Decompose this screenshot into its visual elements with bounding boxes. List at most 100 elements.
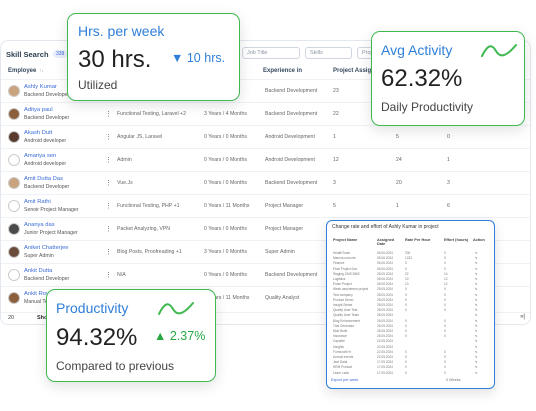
dialog-effort[interactable]: 0	[444, 355, 446, 359]
edit-pencil-icon[interactable]: ✎	[475, 365, 478, 370]
dialog-rate[interactable]: 0	[405, 261, 407, 266]
last-page-button[interactable]: »|	[520, 314, 525, 320]
table-row[interactable]: Ankit Dutta Backend Developer ⋮ N/A 0 Years …	[1, 263, 530, 286]
dialog-rate[interactable]: 0	[405, 370, 407, 375]
edit-pencil-icon[interactable]: ✎	[475, 261, 478, 266]
dialog-footer-left[interactable]: Export per week	[331, 378, 359, 382]
dialog-rate[interactable]: 0	[405, 329, 407, 333]
dialog-rate[interactable]: 0	[405, 287, 407, 292]
dialog-rate[interactable]: 22	[405, 271, 409, 276]
employee-name[interactable]: Amit Dutta Das	[24, 176, 63, 182]
dialog-effort[interactable]: 0	[444, 256, 446, 261]
col-project-assign[interactable]: Project Assign	[333, 68, 375, 74]
more-options-icon[interactable]: ⋮	[105, 134, 112, 141]
employee-name[interactable]: Amit Rathi	[24, 199, 51, 205]
more-options-icon[interactable]: ⋮	[105, 226, 112, 233]
edit-pencil-icon[interactable]: ✎	[475, 308, 478, 313]
table-row[interactable]: Aditya paul Backend Developer ⋮ Functional …	[1, 102, 530, 125]
edit-pencil-icon[interactable]: ✎	[475, 271, 478, 276]
dialog-effort[interactable]: 12	[444, 282, 448, 287]
dialog-rate[interactable]: 0	[405, 303, 407, 307]
dialog-effort[interactable]: 12	[444, 277, 448, 281]
dialog-rate[interactable]: 0	[405, 349, 407, 354]
edit-pencil-icon[interactable]: ✎	[475, 292, 478, 297]
dialog-effort[interactable]: 0	[444, 261, 446, 266]
table-row[interactable]: Aniket Chatterjee Super Admin ⋮ Blog Posts,…	[1, 240, 530, 263]
edit-pencil-icon[interactable]: ✎	[475, 303, 478, 307]
dialog-effort[interactable]: 0	[444, 360, 446, 365]
edit-pencil-icon[interactable]: ✎	[475, 360, 478, 365]
dialog-rate[interactable]: 0	[405, 297, 407, 302]
dialog-effort[interactable]: 0	[444, 329, 446, 333]
employee-name[interactable]: Akash Dutt	[24, 130, 53, 136]
more-options-icon[interactable]: ⋮	[105, 157, 112, 164]
edit-pencil-icon[interactable]: ✎	[475, 251, 478, 255]
job-title-filter[interactable]: Job Title	[242, 47, 300, 59]
more-options-icon[interactable]: ⋮	[105, 249, 112, 256]
dialog-effort[interactable]: 0	[444, 349, 446, 354]
edit-pencil-icon[interactable]: ✎	[475, 277, 478, 281]
employee-name[interactable]: Aniket Chatterjee	[24, 245, 69, 251]
edit-pencil-icon[interactable]: ✎	[475, 370, 478, 375]
dialog-rate[interactable]: 0	[405, 308, 407, 313]
edit-pencil-icon[interactable]: ✎	[475, 256, 478, 261]
table-row[interactable]: Akash Dutt Android developer ⋮ Angular JS, …	[1, 125, 530, 148]
dialog-effort[interactable]: 0	[444, 251, 446, 255]
dialog-rate[interactable]: 10	[405, 277, 409, 281]
dialog-rate[interactable]: 0	[405, 318, 407, 323]
more-options-icon[interactable]: ⋮	[105, 180, 112, 187]
col-experience[interactable]: Experience in	[263, 68, 303, 74]
dialog-rate[interactable]: 10	[405, 282, 409, 287]
dialog-effort[interactable]: 0	[444, 287, 446, 292]
edit-pencil-icon[interactable]: ✎	[475, 282, 478, 287]
dialog-rate[interactable]: 0	[405, 360, 407, 365]
table-row[interactable]: Ananya das Junior Project Manager ⋮ Packet …	[1, 217, 530, 240]
dialog-effort[interactable]: 0	[444, 365, 446, 370]
dialog-effort[interactable]: 0	[444, 266, 446, 271]
dialog-rate[interactable]: 1222	[405, 256, 413, 261]
edit-pencil-icon[interactable]: ✎	[475, 349, 478, 354]
dialog-effort[interactable]: 0	[444, 308, 446, 313]
skills-filter[interactable]: Skills	[305, 47, 352, 59]
employee-name[interactable]: Ashly Kumar	[24, 84, 57, 90]
edit-pencil-icon[interactable]: ✎	[475, 355, 478, 359]
dialog-effort[interactable]: 0	[444, 297, 446, 302]
col-employee[interactable]: Employee	[8, 68, 37, 74]
table-row[interactable]: Amit Dutta Das Backend Developer ⋮ Vue.Js 0 …	[1, 171, 530, 194]
employee-name[interactable]: Amariya sen	[24, 153, 57, 159]
dialog-rate[interactable]: 0	[405, 292, 407, 297]
dialog-effort[interactable]: 0	[444, 292, 446, 297]
table-row[interactable]: Amit Rathi Senoir Project Manager ⋮ Functio…	[1, 194, 530, 217]
employee-name[interactable]: Ankit Dutta	[24, 268, 53, 274]
edit-pencil-icon[interactable]: ✎	[475, 329, 478, 333]
table-row[interactable]: Amariya sen Android developer ⋮ Admin 0 Year…	[1, 148, 530, 171]
employee-name[interactable]: Ankit Roy	[24, 291, 49, 297]
edit-pencil-icon[interactable]: ✎	[475, 313, 478, 318]
edit-pencil-icon[interactable]: ✎	[475, 339, 478, 344]
edit-pencil-icon[interactable]: ✎	[475, 318, 478, 323]
edit-pencil-icon[interactable]: ✎	[475, 297, 478, 302]
dialog-rate[interactable]: 0	[405, 334, 407, 339]
more-options-icon[interactable]: ⋮	[105, 111, 112, 118]
edit-pencil-icon[interactable]: ✎	[475, 323, 478, 328]
edit-pencil-icon[interactable]: ✎	[475, 344, 478, 349]
dialog-rate[interactable]: 0	[405, 355, 407, 359]
dialog-effort[interactable]: 0	[444, 370, 446, 375]
employee-name[interactable]: Aditya paul	[24, 107, 53, 113]
dialog-rate[interactable]: 200	[405, 251, 411, 255]
dialog-rate[interactable]: 0	[405, 266, 407, 271]
more-options-icon[interactable]: ⋮	[105, 272, 112, 279]
more-options-icon[interactable]: ⋮	[105, 203, 112, 210]
edit-pencil-icon[interactable]: ✎	[475, 287, 478, 292]
dialog-effort[interactable]: 0	[444, 303, 446, 307]
sort-icon[interactable]: ↑↓	[39, 68, 44, 74]
page-size-select[interactable]: 20	[8, 315, 15, 321]
edit-pencil-icon[interactable]: ✎	[475, 266, 478, 271]
dialog-effort[interactable]: 0	[444, 318, 446, 323]
edit-pencil-icon[interactable]: ✎	[475, 334, 478, 339]
dialog-effort[interactable]: 0	[444, 334, 446, 339]
dialog-rate[interactable]: 0	[405, 323, 407, 328]
dialog-rate[interactable]: 0	[405, 365, 407, 370]
employee-name[interactable]: Ananya das	[24, 222, 55, 228]
dialog-effort[interactable]: 0	[444, 323, 446, 328]
